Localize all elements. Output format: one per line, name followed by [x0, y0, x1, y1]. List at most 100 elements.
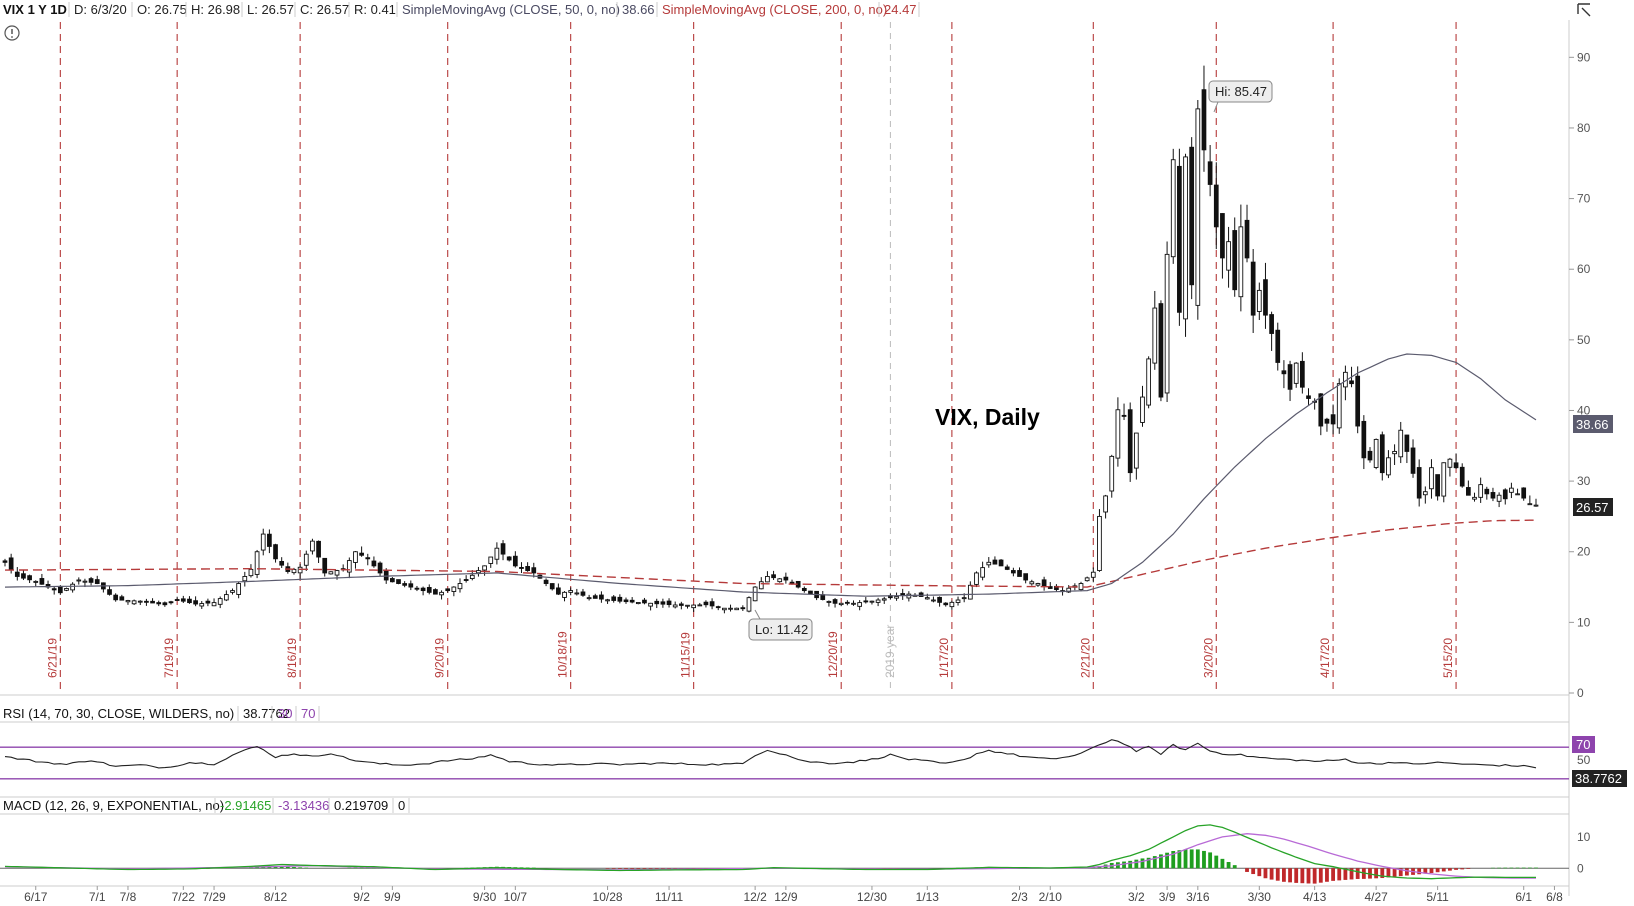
candle-body — [574, 592, 580, 595]
price-y-tick-label: 80 — [1577, 121, 1591, 135]
candle — [1410, 439, 1416, 478]
candle — [795, 580, 801, 589]
candle-body — [980, 567, 985, 578]
candle-body — [771, 574, 776, 579]
candle — [1158, 300, 1164, 402]
candle-body — [174, 599, 180, 601]
candle — [728, 604, 733, 612]
event-line-label: 8/16/19 — [285, 638, 299, 678]
lo-label: Lo: 11.42 — [755, 622, 808, 637]
candle-body — [512, 555, 518, 567]
macd-histogram-bar — [1232, 865, 1237, 869]
candle-body — [734, 607, 740, 611]
candle-body — [992, 559, 998, 565]
candle-body — [715, 606, 721, 609]
candle-body — [1533, 504, 1539, 507]
candle — [1263, 262, 1268, 329]
candle-body — [248, 568, 254, 577]
candle — [1533, 498, 1539, 507]
macd-histogram-bar — [1527, 867, 1532, 869]
sma-badge: 38.66 — [1573, 415, 1613, 433]
candle-body — [525, 566, 530, 572]
candle-body — [500, 543, 506, 555]
sma200-label[interactable]: SimpleMovingAvg (CLOSE, 200, 0, no) — [662, 2, 887, 17]
candle — [1054, 584, 1059, 592]
candle — [267, 529, 272, 554]
candle — [1404, 434, 1410, 464]
candle — [1281, 360, 1287, 389]
candle — [1453, 453, 1459, 469]
x-tick-label: 6/17 — [24, 890, 48, 904]
candle — [519, 562, 524, 574]
macd-histogram-bar — [1146, 857, 1151, 869]
macd-zero: 0 — [398, 798, 405, 813]
candle-body — [1410, 447, 1416, 474]
macd-histogram-bar — [1226, 862, 1231, 869]
candle-body — [439, 591, 444, 596]
rsi-header: RSI (14, 70, 30, CLOSE, WILDERS, no) 38.… — [3, 706, 320, 721]
candle — [150, 598, 155, 604]
candle-body — [1361, 420, 1367, 459]
candle-body — [1177, 165, 1182, 313]
macd-histogram-bar — [1152, 856, 1157, 869]
candle — [1047, 582, 1053, 589]
candle — [1306, 388, 1311, 405]
sma50-label[interactable]: SimpleMovingAvg (CLOSE, 50, 0, no) — [402, 2, 620, 17]
candle — [949, 600, 955, 610]
candle-body — [113, 594, 119, 601]
macd-histogram-bar — [1429, 868, 1434, 873]
macd-histogram-bar — [1448, 868, 1452, 871]
info-icon[interactable] — [4, 25, 20, 41]
macd-histogram-bar — [255, 867, 259, 869]
rsi-label[interactable]: RSI (14, 70, 30, CLOSE, WILDERS, no) — [3, 706, 234, 721]
candle — [783, 572, 789, 584]
macd-histogram-bar — [285, 866, 290, 869]
macd-label[interactable]: MACD (12, 26, 9, EXPONENTIAL, no) — [3, 798, 224, 813]
cursor-mode-icon[interactable] — [1577, 3, 1591, 17]
macd-histogram-bar — [1300, 868, 1305, 884]
range-label: R: 0.41 — [354, 2, 396, 17]
candle — [1256, 282, 1262, 320]
candle-body — [162, 602, 168, 606]
candle — [494, 542, 500, 565]
macd-histogram-bar — [1134, 859, 1139, 869]
candle — [260, 528, 266, 556]
candle — [131, 599, 137, 606]
candle-body — [1017, 570, 1022, 577]
candle — [408, 580, 414, 591]
candle — [937, 596, 942, 607]
candle — [463, 575, 469, 583]
candle-body — [1023, 573, 1029, 581]
candle-body — [556, 587, 561, 595]
symbol-label[interactable]: VIX 1 Y 1D — [3, 2, 67, 17]
macd-diff: 0.219709 — [334, 798, 388, 813]
x-tick-label: 7/22 — [172, 890, 196, 904]
candle — [752, 586, 758, 602]
candle-body — [426, 587, 432, 593]
candle-body — [223, 594, 229, 601]
candle — [740, 605, 746, 612]
candle — [1220, 213, 1225, 279]
candle — [377, 561, 383, 577]
macd-histogram-bar — [1325, 868, 1329, 882]
rsi-oversold: 30 — [278, 706, 292, 721]
rsi-value: 38.7762 — [243, 706, 290, 721]
candle — [734, 607, 740, 611]
candle-body — [433, 589, 438, 595]
candle — [648, 602, 653, 611]
candle-body — [57, 586, 63, 594]
candle — [1090, 567, 1096, 583]
macd-histogram-bar — [525, 867, 530, 869]
candle-body — [826, 600, 832, 603]
candle — [697, 602, 703, 607]
candle-body — [1416, 467, 1422, 499]
candle — [1318, 393, 1324, 436]
candle — [722, 607, 727, 614]
candle-body — [463, 579, 469, 581]
event-line-label: 6/21/19 — [45, 638, 59, 678]
candle — [592, 593, 598, 599]
candle — [396, 579, 401, 585]
macd-histogram-bar — [1343, 868, 1348, 880]
candle-body — [180, 598, 186, 602]
macd-histogram-bar — [1355, 868, 1360, 879]
